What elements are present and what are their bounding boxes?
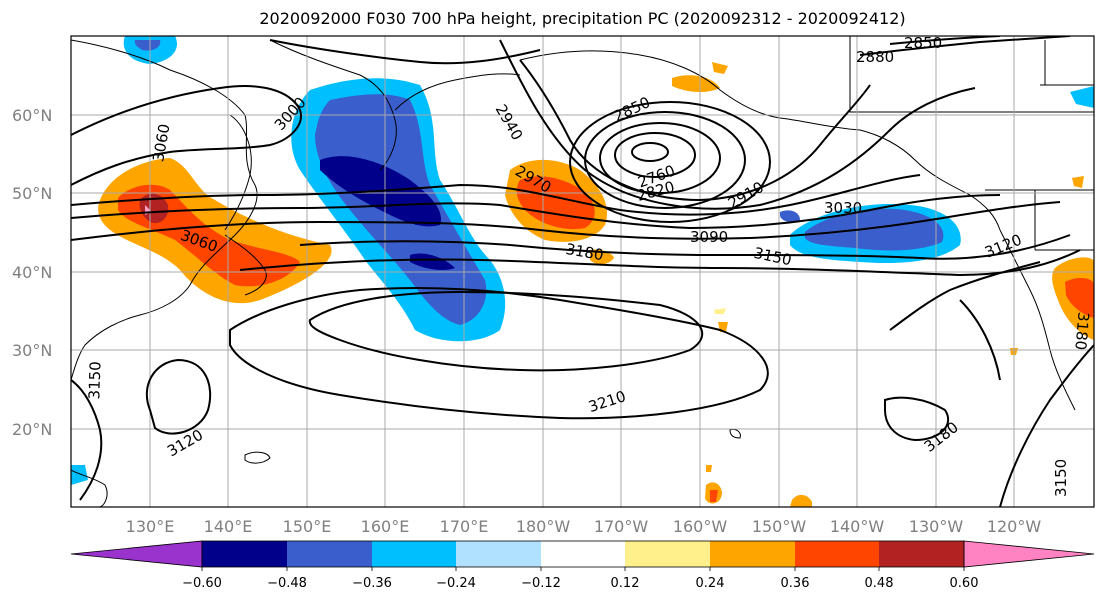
lat-label: 40°N — [12, 263, 52, 282]
colorbar-cell — [879, 541, 964, 567]
lon-label: 140°W — [830, 517, 885, 536]
colorbar-tick: −0.60 — [182, 576, 222, 591]
contour-label: 3180 — [1071, 311, 1092, 351]
lon-label: 170°W — [594, 517, 649, 536]
colorbar-tick: −0.24 — [436, 576, 476, 591]
lon-label: 150°W — [752, 517, 807, 536]
lon-label: 170°E — [440, 517, 489, 536]
colorbar-cell — [963, 540, 1095, 568]
lat-label: 30°N — [12, 341, 52, 360]
lon-label: 130°W — [909, 517, 964, 536]
lat-label: 50°N — [12, 184, 52, 203]
colorbar-tick: −0.36 — [352, 576, 392, 591]
height-contours — [71, 36, 1094, 507]
contour-label: 3030 — [824, 199, 862, 217]
lat-label: 60°N — [12, 106, 52, 125]
colorbar-tick: 0.36 — [781, 576, 810, 591]
contour-label: 3150 — [1052, 459, 1070, 497]
colorbar-tick: 0.12 — [611, 576, 640, 591]
lon-label: 130°E — [126, 517, 175, 536]
precip-positive-california — [1052, 176, 1094, 340]
colorbar-tick: 0.24 — [696, 576, 725, 591]
contour-label: 2850 — [904, 34, 942, 52]
colorbar-cell — [287, 541, 372, 567]
lat-labels: 60°N 50°N 40°N 30°N 20°N — [12, 106, 52, 439]
coastlines — [71, 36, 1094, 507]
precip-negative-ne-pacific — [780, 86, 1094, 264]
colorbar: −0.60 −0.48 −0.36 −0.24 −0.12 0.12 0.24 … — [70, 540, 1095, 591]
colorbar-cell — [372, 541, 456, 567]
lat-label: 20°N — [12, 420, 52, 439]
contour-label: 3150 — [85, 361, 104, 400]
contour-label: 3090 — [690, 228, 728, 246]
colorbar-cell — [202, 541, 287, 567]
lon-label: 120°W — [987, 517, 1042, 536]
lon-label: 140°E — [204, 517, 253, 536]
map-frame — [70, 35, 1095, 508]
colorbar-tick: 0.48 — [865, 576, 894, 591]
lon-labels: 130°E 140°E 150°E 160°E 170°E 180°W 170°… — [126, 517, 1042, 536]
lon-label: 160°E — [361, 517, 410, 536]
colorbar-cell — [795, 541, 879, 567]
lon-label: 180°W — [516, 517, 571, 536]
colorbar-tick: −0.12 — [521, 576, 561, 591]
colorbar-tick: −0.48 — [267, 576, 307, 591]
colorbar-cell — [541, 541, 625, 567]
lon-label: 160°W — [673, 517, 728, 536]
precip-negative-nw-pacific — [123, 36, 506, 342]
colorbar-cell — [70, 540, 203, 568]
contour-label: 2880 — [856, 48, 894, 66]
map-title: 2020092000 F030 700 hPa height, precipit… — [259, 9, 906, 28]
colorbar-cell — [456, 541, 541, 567]
lon-label: 150°E — [283, 517, 332, 536]
colorbar-cell — [625, 541, 710, 567]
colorbar-cell — [710, 541, 795, 567]
colorbar-tick: 0.60 — [950, 576, 979, 591]
graticule — [71, 36, 1094, 507]
